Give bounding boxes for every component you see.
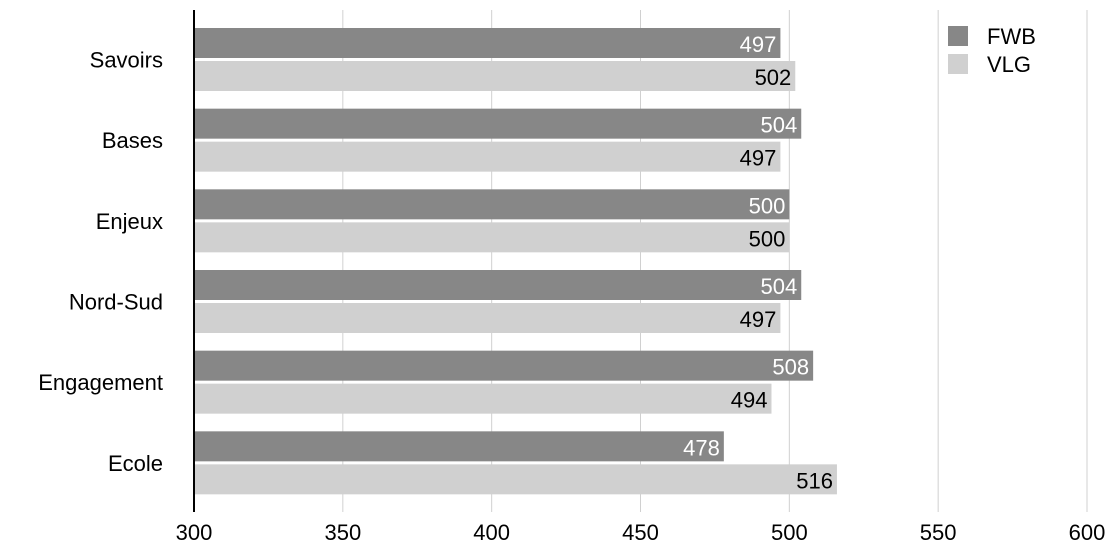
data-label: 494 [731,388,768,413]
category-label: Savoirs [90,48,163,73]
bar-vlg [194,61,796,91]
x-tick-label: 600 [1069,520,1106,545]
data-label: 497 [740,146,777,171]
data-label: 502 [755,65,792,90]
bar-fwb [194,108,802,139]
data-label: 500 [749,193,786,218]
bar-vlg [194,303,781,333]
bar-fwb [194,28,781,58]
data-label: 516 [796,468,833,493]
bar-vlg [194,141,781,172]
x-tick-label: 300 [176,520,213,545]
bar-vlg [194,464,837,495]
x-tick-label: 350 [324,520,361,545]
data-label: 504 [761,113,798,138]
legend-swatch [948,54,968,74]
x-tick-label: 500 [771,520,808,545]
x-tick-label: 550 [920,520,957,545]
grid-lines [342,10,1088,512]
bar-fwb [194,431,724,462]
category-labels: Savoirs Bases Enjeux Nord-Sud Engagement Ecol… [38,48,163,476]
x-tick-labels: 300 350 400 450 500 550 600 [176,520,1106,545]
data-label: 504 [761,274,798,299]
bar-fwb [194,350,814,381]
bar-vlg [194,222,790,253]
data-label: 497 [740,32,777,57]
legend-label: VLG [987,52,1031,77]
legend-label: FWB [987,24,1036,49]
data-label: 508 [772,355,809,380]
category-label: Enjeux [96,209,163,234]
category-label: Engagement [38,370,163,395]
data-label: 478 [683,435,720,460]
category-label: Ecole [108,451,163,476]
bar-fwb [194,270,802,300]
legend-swatch [948,26,968,46]
data-label: 500 [749,226,786,251]
legend: FWB VLG [948,24,1036,77]
bar-fwb [194,189,790,220]
category-label: Nord-Sud [69,290,163,315]
x-tick-label: 400 [473,520,510,545]
category-label: Bases [102,128,163,153]
x-tick-label: 450 [622,520,659,545]
data-label: 497 [740,307,777,332]
bar-vlg [194,383,772,414]
